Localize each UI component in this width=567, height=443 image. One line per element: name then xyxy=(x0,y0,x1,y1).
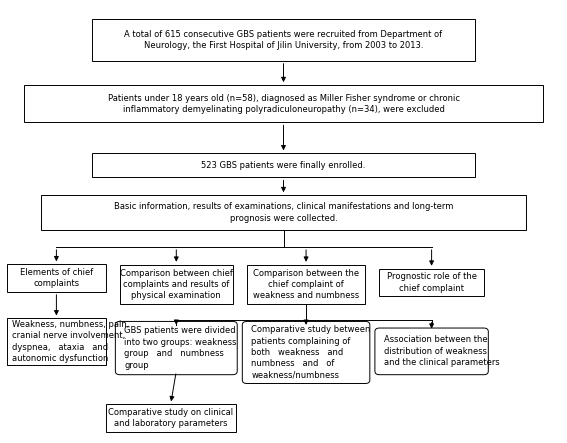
Text: A total of 615 consecutive GBS patients were recruited from Department of
Neurol: A total of 615 consecutive GBS patients … xyxy=(124,30,443,50)
Text: Prognostic role of the
chief complaint: Prognostic role of the chief complaint xyxy=(387,272,477,293)
Text: Comparison between the
chief complaint of
weakness and numbness: Comparison between the chief complaint o… xyxy=(253,268,359,300)
Bar xyxy=(92,153,475,178)
Text: GBS patients were divided
into two groups: weakness
group   and   numbness
group: GBS patients were divided into two group… xyxy=(124,326,237,370)
Bar xyxy=(92,19,475,61)
Bar xyxy=(106,404,235,432)
Text: 523 GBS patients were finally enrolled.: 523 GBS patients were finally enrolled. xyxy=(201,161,366,170)
Bar xyxy=(7,319,106,365)
FancyBboxPatch shape xyxy=(375,328,488,375)
Bar xyxy=(24,85,543,122)
Text: Elements of chief
complaints: Elements of chief complaints xyxy=(20,268,93,288)
Bar xyxy=(7,264,106,292)
Text: Weakness, numbness, pain,
cranial nerve involvement,
dyspnea,   ataxia   and
aut: Weakness, numbness, pain, cranial nerve … xyxy=(11,320,129,363)
FancyBboxPatch shape xyxy=(242,322,370,384)
FancyBboxPatch shape xyxy=(115,322,237,375)
Text: Comparison between chief
complaints and results of
physical examination: Comparison between chief complaints and … xyxy=(120,268,232,300)
Bar xyxy=(120,264,232,304)
Bar xyxy=(247,264,365,304)
Text: Basic information, results of examinations, clinical manifestations and long-ter: Basic information, results of examinatio… xyxy=(114,202,453,223)
Text: Comparative study on clinical
and laboratory parameters: Comparative study on clinical and labora… xyxy=(108,408,233,428)
Text: Association between the
distribution of weakness
and the clinical parameters: Association between the distribution of … xyxy=(384,335,500,367)
Text: Patients under 18 years old (n=58), diagnosed as Miller Fisher syndrome or chron: Patients under 18 years old (n=58), diag… xyxy=(108,93,459,114)
Text: Comparative study between
patients complaining of
both   weakness   and
numbness: Comparative study between patients compl… xyxy=(251,325,371,380)
Bar xyxy=(41,195,526,230)
Bar xyxy=(379,268,484,296)
